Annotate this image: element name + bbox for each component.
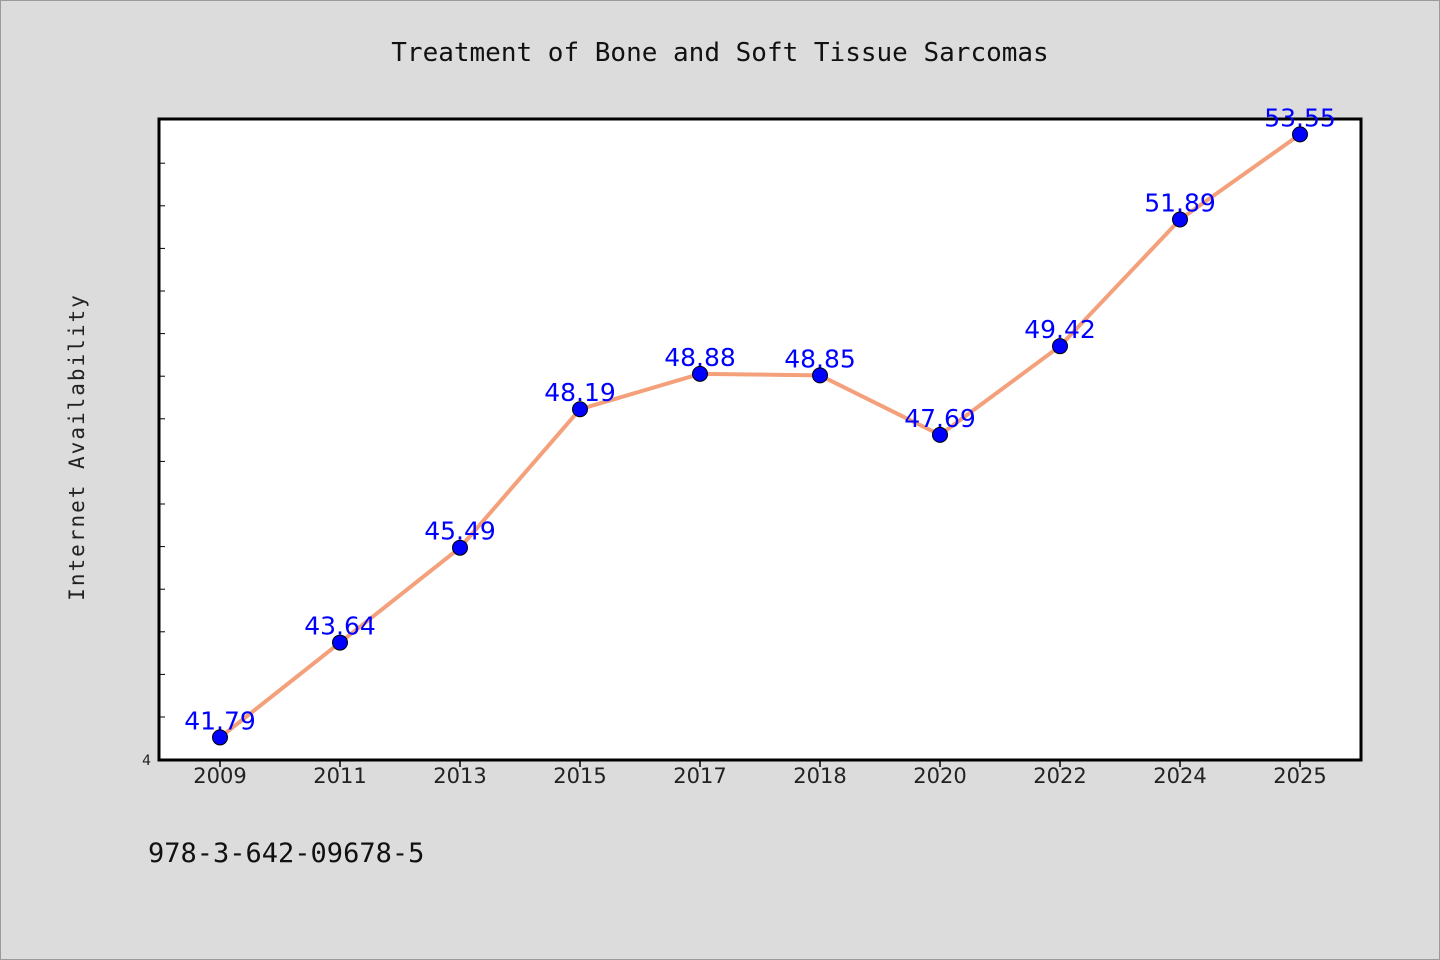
data-label: 45.49 — [424, 517, 496, 546]
data-label: 48.85 — [784, 344, 856, 373]
x-ticks: 2009 2011 2013 2015 2017 2018 2020 2022 2024 2025 — [193, 760, 1327, 788]
x-tick-label: 2013 — [433, 764, 486, 788]
series-line-group — [218, 132, 1302, 740]
data-label: 51.89 — [1144, 189, 1216, 218]
data-label: 48.88 — [664, 343, 736, 372]
data-point — [572, 401, 588, 418]
x-tick-label: 2020 — [913, 764, 966, 788]
series-line — [218, 132, 1302, 740]
x-tick-label: 2011 — [313, 764, 366, 788]
data-point — [1172, 211, 1188, 228]
data-label: 53.55 — [1264, 103, 1336, 132]
data-point — [692, 365, 708, 382]
x-tick-label: 2017 — [673, 764, 726, 788]
data-point — [452, 539, 468, 556]
x-tick-label: 2025 — [1273, 764, 1326, 788]
chart-title: Treatment of Bone and Soft Tissue Sarcom… — [391, 38, 1048, 68]
data-markers — [212, 126, 1308, 746]
data-label: 47.69 — [904, 404, 976, 433]
y-ticks — [159, 162, 165, 718]
data-label: 49.42 — [1024, 315, 1096, 344]
data-point — [212, 729, 228, 746]
x-tick-label: 2009 — [193, 764, 246, 788]
data-point — [1052, 338, 1068, 355]
data-label: 43.64 — [304, 612, 376, 641]
plot-area — [157, 117, 1363, 762]
data-label: 41.79 — [184, 706, 256, 735]
y-axis-label: Internet Availability — [65, 293, 89, 601]
data-label: 48.19 — [544, 378, 616, 407]
isbn-text: 978-3-642-09678-5 — [148, 838, 424, 869]
data-labels: 41.79 43.64 45.49 48.19 48.88 48.85 47.69 49.42… — [184, 103, 1336, 735]
x-tick-label: 2015 — [553, 764, 606, 788]
x-tick-label: 2018 — [793, 764, 846, 788]
y-tick-label: 4 — [142, 753, 151, 769]
data-point — [332, 634, 348, 651]
x-tick-label: 2022 — [1033, 764, 1086, 788]
x-tick-label: 2024 — [1153, 764, 1206, 788]
data-point — [812, 367, 828, 384]
data-point — [1292, 126, 1308, 143]
data-point — [932, 426, 948, 443]
